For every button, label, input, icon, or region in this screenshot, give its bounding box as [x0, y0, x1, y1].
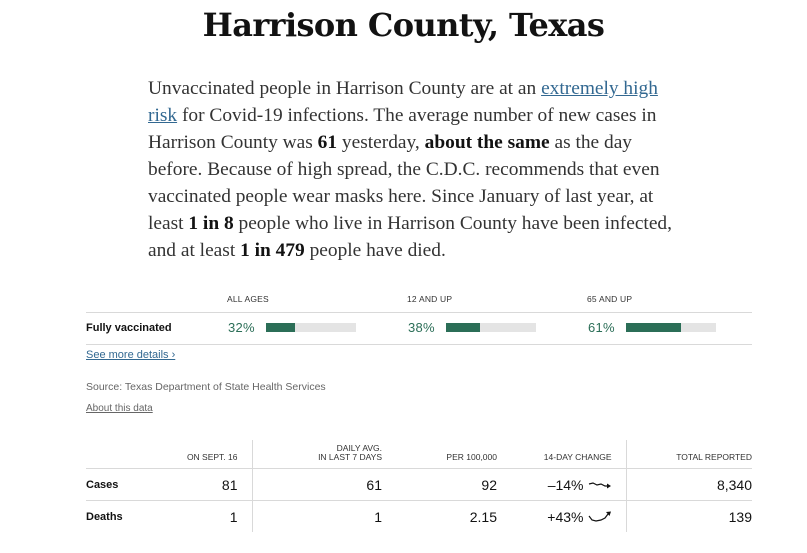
header-daily-avg: DAILY AVG. IN LAST 7 DAYS — [252, 440, 382, 469]
cases-total: 8,340 — [626, 468, 752, 501]
summary-text: Unvaccinated people in Harrison County a… — [148, 78, 542, 99]
change-value: –14% — [547, 476, 584, 493]
table-row: Deaths 1 1 2.15 +43% 139 — [86, 500, 752, 532]
change-cell: +43% — [547, 509, 611, 525]
change-value: +43% — [547, 508, 584, 525]
died-ratio: 1 in 479 — [240, 240, 305, 261]
deaths-per-100k: 2.15 — [469, 508, 497, 525]
cases-14-day-change: –14% — [497, 468, 627, 501]
cases-per-100k: 92 — [382, 468, 497, 501]
summary-paragraph: Unvaccinated people in Harrison County a… — [148, 75, 688, 264]
summary-text: yesterday, — [337, 132, 425, 153]
page-title: Harrison County, Texas — [202, 6, 605, 44]
vax-65-and-up: 61% — [588, 320, 716, 335]
avg-cases-value: 61 — [317, 132, 338, 153]
stats-table: ON SEPT. 16 DAILY AVG. IN LAST 7 DAYS PER… — [86, 440, 752, 532]
vax-bar-fill — [446, 323, 481, 332]
deaths-total: 139 — [728, 508, 752, 525]
vaccination-row: Fully vaccinated 32% 38% 61% — [86, 313, 752, 345]
vax-bar — [266, 323, 356, 332]
deaths-on-date: 1 — [156, 500, 253, 532]
deaths-14-day-change: +43% — [497, 500, 627, 532]
vax-bar — [446, 323, 536, 332]
header-daily-line2: IN LAST 7 DAYS — [318, 452, 382, 462]
row-label-fully-vaccinated: Fully vaccinated — [86, 322, 172, 334]
trend-phrase: about the same — [424, 132, 550, 153]
table-row: Cases 81 61 92 –14% 8,340 — [86, 468, 752, 501]
deaths-daily-avg: 1 — [374, 508, 382, 525]
header-all-ages: ALL AGES — [227, 294, 269, 304]
infected-ratio: 1 in 8 — [188, 213, 234, 234]
header-daily-line1: DAILY AVG. — [336, 443, 382, 453]
vax-12-and-up: 38% — [408, 320, 536, 335]
header-empty — [86, 440, 156, 469]
cases-daily-avg: 61 — [252, 468, 382, 501]
vax-bar-fill — [266, 323, 295, 332]
summary-text: people have died. — [304, 240, 446, 261]
up-arrow-icon — [588, 511, 611, 522]
vaccination-table: ALL AGES 12 AND UP 65 AND UP Fully vacci… — [86, 290, 752, 345]
header-on-date: ON SEPT. 16 — [156, 440, 253, 469]
vax-percent: 38% — [408, 320, 435, 335]
flat-down-arrow-icon — [588, 481, 611, 488]
source-note: Source: Texas Department of State Health… — [86, 381, 326, 393]
summary-text: people who live in Harrison County have … — [148, 213, 672, 261]
row-label-cases: Cases — [86, 468, 156, 501]
header-per-100k: PER 100,000 — [382, 440, 497, 469]
vax-bar-fill — [626, 323, 681, 332]
vax-bar — [626, 323, 716, 332]
about-data-link[interactable]: About this data — [86, 403, 153, 414]
change-cell: –14% — [548, 477, 612, 493]
summary-text: for Covid-19 infections. The average num… — [148, 105, 657, 153]
vax-percent: 61% — [588, 320, 615, 335]
vax-all-ages: 32% — [228, 320, 356, 335]
stats-header-row: ON SEPT. 16 DAILY AVG. IN LAST 7 DAYS PER… — [86, 440, 752, 469]
header-total-reported: TOTAL REPORTED — [626, 440, 752, 469]
see-more-details-link[interactable]: See more details › — [86, 349, 176, 361]
header-12-and-up: 12 AND UP — [407, 294, 453, 304]
cases-on-date: 81 — [156, 468, 253, 501]
summary-text: as the day before. Because of high sprea… — [148, 132, 660, 234]
vax-percent: 32% — [228, 320, 255, 335]
header-14-day-change: 14-DAY CHANGE — [497, 440, 627, 469]
vaccination-header: ALL AGES 12 AND UP 65 AND UP — [86, 290, 752, 313]
risk-level-link[interactable]: extremely high risk — [148, 78, 658, 126]
row-label-deaths: Deaths — [86, 510, 123, 523]
header-65-and-up: 65 AND UP — [587, 294, 633, 304]
